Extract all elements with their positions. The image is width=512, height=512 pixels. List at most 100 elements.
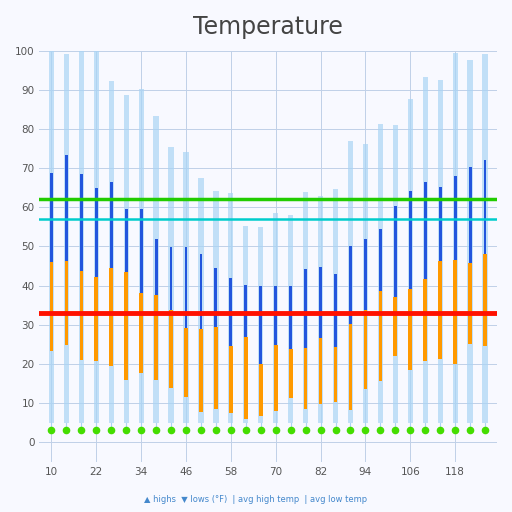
Bar bbox=[319, 338, 323, 404]
Point bbox=[361, 426, 370, 435]
Bar bbox=[110, 182, 113, 268]
Bar bbox=[394, 206, 397, 296]
Bar bbox=[453, 260, 457, 364]
Bar bbox=[319, 267, 322, 338]
Point bbox=[391, 426, 399, 435]
Bar bbox=[438, 80, 443, 422]
Bar bbox=[183, 152, 188, 422]
Bar bbox=[483, 254, 487, 346]
Point bbox=[436, 426, 444, 435]
Bar bbox=[184, 247, 187, 328]
Bar bbox=[378, 124, 383, 422]
Bar bbox=[394, 296, 397, 356]
Bar bbox=[378, 291, 382, 381]
Bar bbox=[214, 327, 218, 410]
Bar bbox=[214, 191, 219, 422]
Point bbox=[107, 426, 115, 435]
Bar bbox=[274, 286, 277, 346]
Bar bbox=[409, 289, 412, 370]
Bar bbox=[200, 254, 202, 329]
Bar bbox=[79, 271, 83, 360]
Point bbox=[227, 426, 235, 435]
Point bbox=[62, 426, 71, 435]
Point bbox=[92, 426, 100, 435]
Bar bbox=[50, 173, 53, 262]
Bar bbox=[95, 277, 98, 361]
Bar bbox=[215, 268, 218, 327]
Bar bbox=[468, 167, 472, 263]
Bar bbox=[424, 182, 426, 279]
Point bbox=[47, 426, 55, 435]
Bar bbox=[258, 227, 263, 422]
Bar bbox=[50, 262, 53, 351]
Bar bbox=[243, 226, 248, 422]
Bar bbox=[79, 50, 84, 422]
Bar bbox=[303, 193, 308, 422]
Bar bbox=[334, 347, 337, 401]
Bar bbox=[454, 176, 457, 260]
Bar bbox=[333, 189, 338, 422]
Bar bbox=[244, 285, 247, 337]
Text: ▲ highs  ▼ lows (°F)  | avg high temp  | avg low temp: ▲ highs ▼ lows (°F) | avg high temp | av… bbox=[144, 495, 368, 504]
Point bbox=[466, 426, 474, 435]
Bar bbox=[304, 269, 307, 348]
Bar bbox=[94, 49, 99, 422]
Bar bbox=[422, 77, 428, 422]
Bar bbox=[468, 263, 472, 344]
Bar bbox=[49, 45, 54, 422]
Bar bbox=[259, 364, 263, 416]
Bar bbox=[80, 174, 83, 271]
Bar bbox=[154, 116, 159, 422]
Bar bbox=[453, 53, 458, 422]
Bar bbox=[169, 247, 173, 310]
Bar bbox=[140, 209, 143, 293]
Bar bbox=[484, 160, 486, 254]
Point bbox=[316, 426, 325, 435]
Bar bbox=[199, 329, 203, 412]
Bar bbox=[65, 155, 68, 261]
Point bbox=[481, 426, 489, 435]
Point bbox=[376, 426, 385, 435]
Bar bbox=[229, 278, 232, 346]
Bar bbox=[379, 229, 382, 291]
Bar bbox=[64, 54, 69, 422]
Point bbox=[242, 426, 250, 435]
Bar bbox=[168, 147, 174, 422]
Title: Temperature: Temperature bbox=[194, 15, 343, 39]
Point bbox=[406, 426, 414, 435]
Bar bbox=[169, 310, 173, 389]
Bar bbox=[409, 191, 412, 289]
Bar bbox=[439, 187, 442, 261]
Bar bbox=[123, 95, 129, 422]
Bar bbox=[349, 246, 352, 324]
Point bbox=[137, 426, 145, 435]
Bar bbox=[228, 193, 233, 422]
Bar bbox=[288, 215, 293, 422]
Bar bbox=[110, 268, 113, 366]
Bar bbox=[289, 349, 292, 398]
Point bbox=[287, 426, 295, 435]
Bar bbox=[109, 81, 114, 422]
Point bbox=[212, 426, 220, 435]
Bar bbox=[95, 188, 98, 277]
Bar bbox=[244, 337, 248, 419]
Bar bbox=[482, 54, 487, 422]
Bar bbox=[124, 272, 128, 380]
Bar bbox=[334, 273, 337, 347]
Point bbox=[182, 426, 190, 435]
Bar bbox=[198, 178, 204, 422]
Bar bbox=[273, 214, 279, 422]
Point bbox=[421, 426, 430, 435]
Point bbox=[152, 426, 160, 435]
Bar bbox=[260, 286, 262, 364]
Bar bbox=[229, 346, 232, 413]
Bar bbox=[364, 239, 367, 310]
Bar bbox=[364, 310, 367, 389]
Bar bbox=[393, 125, 398, 422]
Bar bbox=[438, 261, 442, 359]
Bar bbox=[139, 293, 143, 373]
Point bbox=[77, 426, 86, 435]
Bar bbox=[349, 324, 352, 410]
Point bbox=[122, 426, 130, 435]
Bar bbox=[348, 141, 353, 422]
